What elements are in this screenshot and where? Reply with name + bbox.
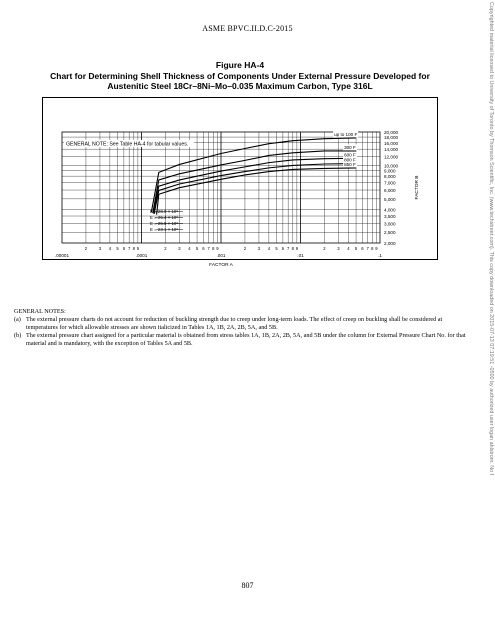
x-minor-tick-label: 7 <box>367 246 370 251</box>
x-minor-tick-label: 8 <box>212 246 215 251</box>
y-axis-label: FACTOR B <box>414 176 420 200</box>
series-label: 300 F <box>344 145 356 150</box>
note-box-bg <box>64 140 194 147</box>
series-label: 850 F <box>344 162 356 167</box>
x-minor-tick-label: 2 <box>85 246 88 251</box>
y-tick-label: 18,000 <box>384 135 398 140</box>
series-label: up to 100 F <box>334 132 357 137</box>
series-line <box>156 167 357 215</box>
x-tick-label: .001 <box>217 253 226 258</box>
note-b: (b) The external pressure chart assigned… <box>14 332 472 348</box>
y-tick-label: 16,000 <box>384 141 398 146</box>
x-minor-tick-label: 4 <box>268 246 271 251</box>
y-tick-label: 3,500 <box>384 214 396 219</box>
series-line <box>153 162 357 215</box>
series-line <box>150 137 357 213</box>
figure-title-line-2: Austenitic Steel 18Cr–8Ni–Mo–0.035 Maxim… <box>107 81 373 91</box>
general-notes: GENERAL NOTES: (a) The external pressure… <box>14 308 472 348</box>
copyright-text: Copyrighted material licensed to Univers… <box>488 2 494 476</box>
x-minor-tick-label: 3 <box>337 246 340 251</box>
series-line <box>152 157 357 214</box>
x-minor-tick-label: 4 <box>109 246 112 251</box>
y-tick-label: 8,000 <box>384 174 396 179</box>
x-minor-tick-label: 6 <box>202 246 205 251</box>
x-tick-label: .00001 <box>55 253 69 258</box>
x-minor-tick-label: 6 <box>123 246 126 251</box>
x-minor-tick-label: 7 <box>128 246 131 251</box>
x-minor-tick-label: 7 <box>287 246 290 251</box>
y-tick-label: 14,000 <box>384 147 398 152</box>
x-minor-tick-label: 2 <box>164 246 167 251</box>
x-minor-tick-label: 2 <box>323 246 326 251</box>
series-label-bg <box>343 157 358 164</box>
y-tick-label: 10,000 <box>384 163 398 168</box>
y-tick-label: 12,000 <box>384 155 398 160</box>
note-text: The external pressure charts do not acco… <box>26 316 443 331</box>
x-minor-tick-label: 8 <box>371 246 374 251</box>
x-minor-tick-label: 5 <box>275 246 278 251</box>
series-label: 800 F <box>344 158 356 163</box>
note-label: (a) <box>14 316 21 323</box>
note-text: The external pressure chart assigned for… <box>26 332 466 347</box>
general-note-box: GENERAL NOTE: See Table HA-4 for tabular… <box>66 142 188 148</box>
series-label-bg <box>343 144 358 151</box>
series-label-bg <box>343 161 358 168</box>
note-label: (b) <box>14 332 22 339</box>
x-minor-tick-label: 2 <box>244 246 247 251</box>
y-tick-label: 6,000 <box>384 188 396 193</box>
chart-frame <box>42 97 438 260</box>
x-minor-tick-label: 9 <box>137 246 140 251</box>
x-minor-tick-label: 8 <box>292 246 295 251</box>
x-minor-tick-label: 9 <box>216 246 219 251</box>
series-label: 600 F <box>344 152 356 157</box>
x-tick-label: .0001 <box>136 253 148 258</box>
figure-label: Figure HA-4 <box>215 60 265 70</box>
series-label-bg <box>333 131 359 138</box>
x-minor-tick-label: 8 <box>133 246 136 251</box>
series-label-bg <box>343 151 358 158</box>
series-line <box>152 150 357 213</box>
x-minor-tick-label: 9 <box>375 246 378 251</box>
x-minor-tick-label: 3 <box>99 246 102 251</box>
x-minor-tick-label: 7 <box>208 246 211 251</box>
x-minor-tick-label: 9 <box>296 246 299 251</box>
x-minor-tick-label: 3 <box>178 246 181 251</box>
note-a: (a) The external pressure charts do not … <box>14 316 472 332</box>
x-minor-tick-label: 4 <box>188 246 191 251</box>
x-tick-label: .1 <box>378 253 382 258</box>
page-number: 807 <box>241 581 254 590</box>
x-minor-tick-label: 3 <box>258 246 261 251</box>
x-minor-tick-label: 6 <box>361 246 364 251</box>
y-tick-label: 3,000 <box>384 221 396 226</box>
x-minor-tick-label: 4 <box>347 246 350 251</box>
notes-title: GENERAL NOTES: <box>14 308 66 315</box>
x-minor-tick-label: 5 <box>116 246 119 251</box>
y-tick-label: 20,000 <box>384 130 398 135</box>
x-axis-label: FACTOR A <box>209 262 233 268</box>
y-tick-label: 9,000 <box>384 168 396 173</box>
x-minor-tick-label: 5 <box>196 246 199 251</box>
y-tick-label: 2,500 <box>384 230 396 235</box>
figure-title-line-1: Chart for Determining Shell Thickness of… <box>50 70 430 81</box>
figure-title-block: Figure HA-4 Chart for Determining Shell … <box>40 60 440 92</box>
x-minor-tick-label: 6 <box>282 246 285 251</box>
y-tick-label: 2,000 <box>384 241 396 246</box>
y-tick-label: 7,000 <box>384 181 396 186</box>
x-tick-label: .01 <box>297 253 304 258</box>
running-header: ASME BPVC.II.D.C-2015 <box>202 24 293 33</box>
y-tick-label: 5,000 <box>384 197 396 202</box>
x-minor-tick-label: 5 <box>355 246 358 251</box>
copyright-margin: Copyrighted material licensed to Univers… <box>487 2 495 638</box>
y-tick-label: 4,000 <box>384 208 396 213</box>
